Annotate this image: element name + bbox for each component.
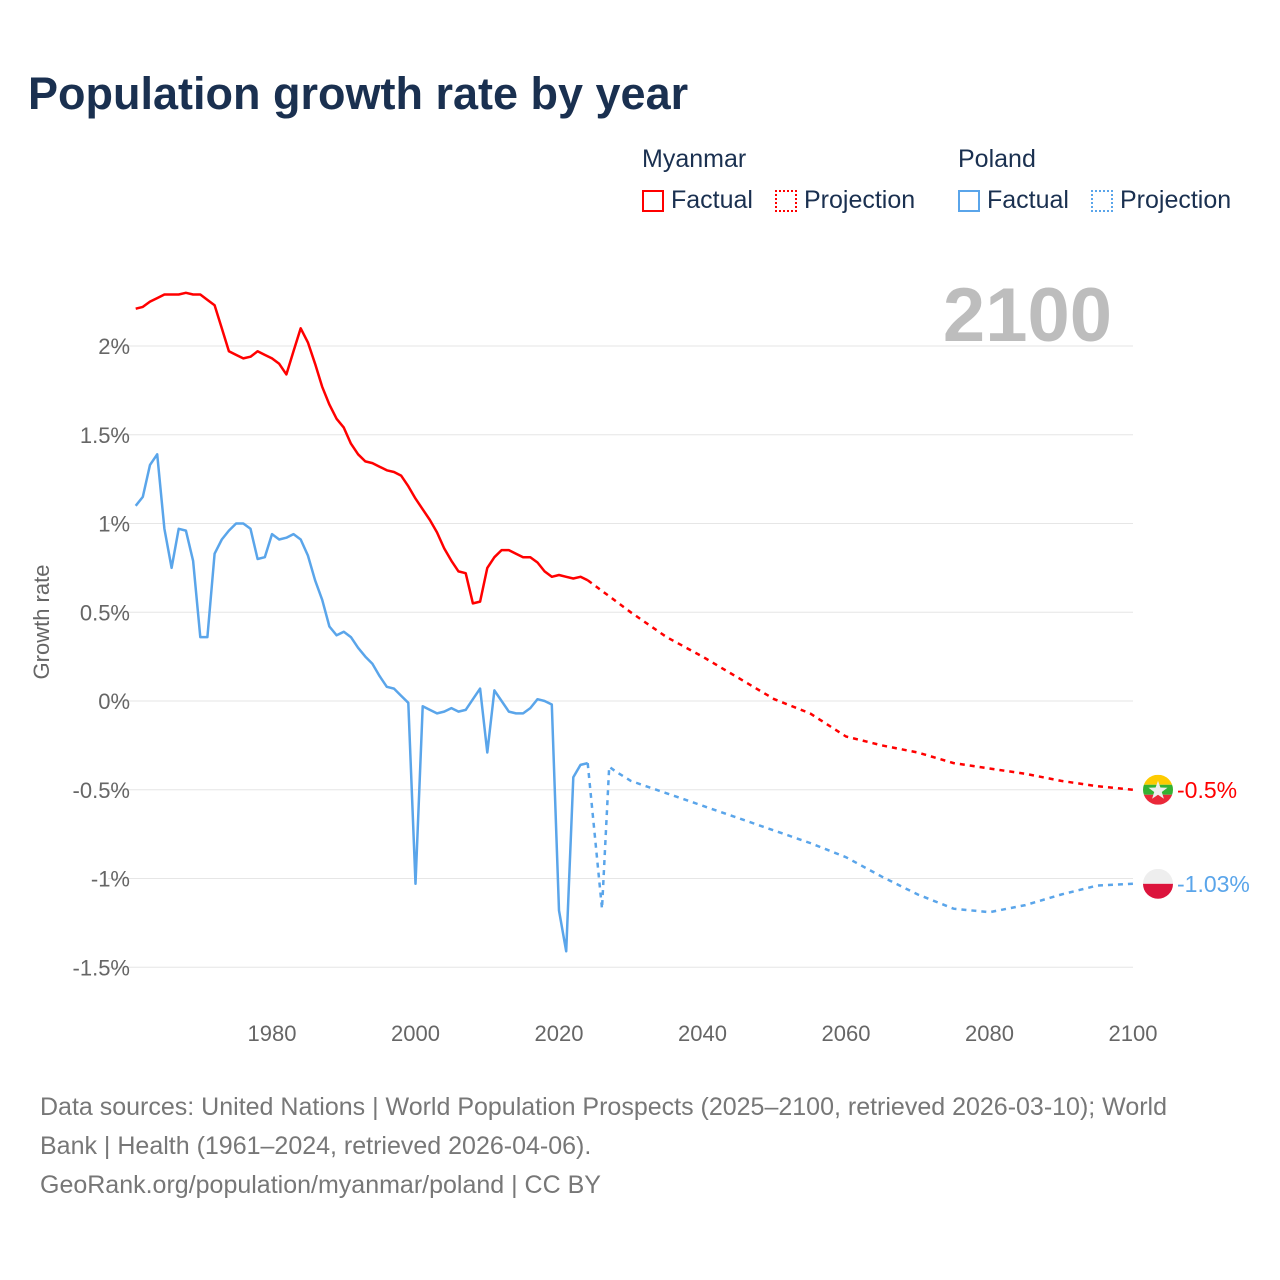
poland-flag-icon bbox=[1143, 868, 1173, 899]
y-tick-label: -1.5% bbox=[73, 955, 130, 980]
legend-swatch-solid-icon bbox=[958, 189, 980, 212]
legend-label: Projection bbox=[804, 186, 916, 214]
credit-link[interactable]: GeoRank.org/population/myanmar/poland | … bbox=[40, 1171, 601, 1199]
flag-stripe-yellow bbox=[1143, 774, 1173, 785]
x-tick-label: 2020 bbox=[535, 1021, 584, 1046]
flag-stripe-red bbox=[1143, 883, 1173, 899]
legend-swatch-dotted-icon bbox=[775, 189, 797, 212]
legend-group-myanmar: Myanmar bbox=[642, 145, 747, 173]
x-tick-label: 2000 bbox=[391, 1021, 440, 1046]
x-tick-label: 2040 bbox=[678, 1021, 727, 1046]
data-sources: Data sources: United Nations | World Pop… bbox=[40, 1093, 1168, 1160]
legend-swatch-dotted-icon bbox=[1091, 189, 1113, 212]
flag-body bbox=[1143, 868, 1173, 899]
poland-factual-line bbox=[134, 453, 589, 953]
y-tick-label: 0% bbox=[98, 689, 130, 714]
y-tick-label: -1% bbox=[91, 867, 130, 892]
y-tick-label: 2% bbox=[98, 334, 130, 359]
legend-label: Factual bbox=[987, 186, 1069, 214]
legend-poland-factual[interactable]: Factual bbox=[958, 186, 1069, 215]
x-tick-label: 2060 bbox=[822, 1021, 871, 1046]
myanmar-end-label: -0.5% bbox=[1177, 777, 1237, 803]
x-tick-label: 1980 bbox=[248, 1021, 297, 1046]
legend-swatch-solid-icon bbox=[642, 189, 664, 212]
flag-stripe-white bbox=[1143, 868, 1173, 884]
y-tick-label: 0.5% bbox=[80, 600, 130, 625]
flag-star bbox=[1148, 780, 1168, 799]
flag-stripe-red bbox=[1143, 794, 1173, 805]
chart-title: Population growth rate by year bbox=[28, 68, 689, 119]
myanmar-flag-icon bbox=[1143, 774, 1173, 805]
footer: Data sources: United Nations | World Pop… bbox=[40, 1088, 1230, 1205]
myanmar-projection-line bbox=[586, 579, 1134, 792]
current-year-label: 2100 bbox=[942, 273, 1112, 358]
poland-end-label: -1.03% bbox=[1177, 871, 1250, 897]
poland-projection-line bbox=[586, 762, 1134, 914]
legend-group-poland: Poland bbox=[958, 145, 1036, 173]
legend-label: Factual bbox=[671, 186, 753, 214]
myanmar-factual-line bbox=[135, 291, 589, 605]
x-tick-label: 2100 bbox=[1109, 1021, 1158, 1046]
legend-poland-projection[interactable]: Projection bbox=[1091, 186, 1231, 215]
legend-myanmar-projection[interactable]: Projection bbox=[775, 186, 915, 215]
y-tick-label: -0.5% bbox=[73, 778, 130, 803]
y-tick-label: 1% bbox=[98, 512, 130, 537]
legend-label: Projection bbox=[1120, 186, 1232, 214]
flag-body bbox=[1143, 774, 1173, 805]
legend-myanmar-factual[interactable]: Factual bbox=[642, 186, 753, 215]
x-tick-label: 2080 bbox=[965, 1021, 1014, 1046]
y-tick-label: 1.5% bbox=[80, 423, 130, 448]
